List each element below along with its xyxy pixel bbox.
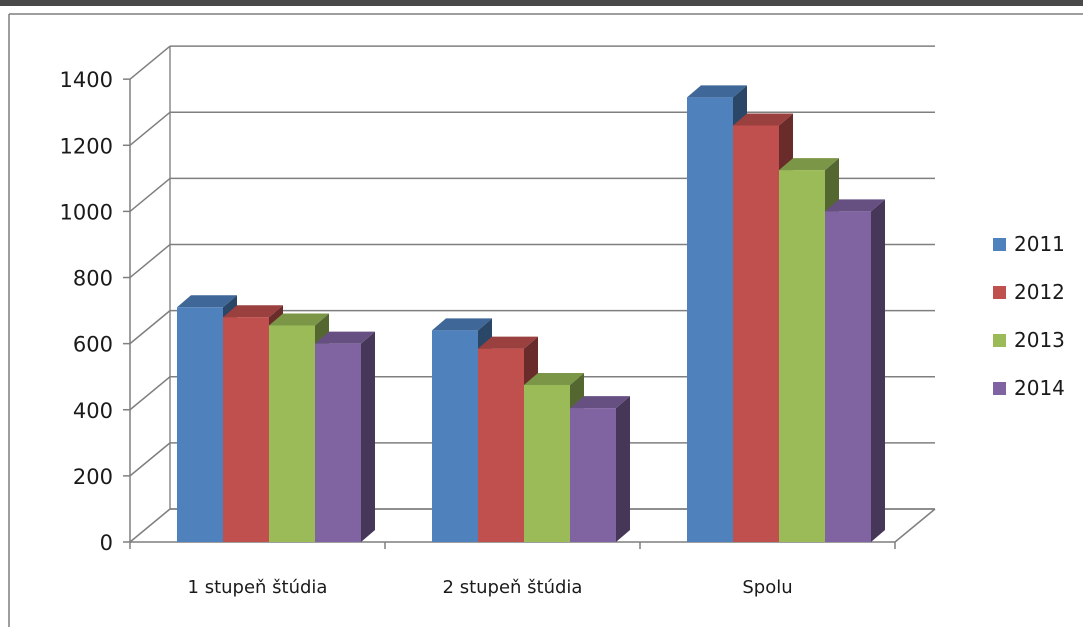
bar-top: [432, 318, 492, 331]
y-tick-label: 400: [73, 399, 113, 423]
legend-swatch: [993, 334, 1006, 347]
bar-side: [616, 396, 630, 542]
y-tick-label: 1400: [60, 68, 113, 92]
bar-top: [478, 336, 538, 349]
y-tick-labels: 0 200 400 600 800 1000 1200 1400: [60, 68, 113, 555]
x-tick-label: 2 stupeň štúdia: [443, 577, 583, 598]
bar-front: [177, 307, 223, 542]
gridline-side: [129, 177, 171, 212]
legend-label: 2013: [1014, 328, 1065, 352]
legend: 2011 2012 2013 2014: [993, 232, 1065, 400]
bar-front: [570, 408, 616, 542]
gridline-side: [129, 243, 171, 279]
bar-front: [779, 170, 825, 542]
bar-top: [779, 158, 839, 171]
y-tick-label: 200: [73, 465, 113, 489]
bar-top: [269, 313, 329, 326]
bar-top: [223, 305, 283, 318]
gridline-side: [129, 45, 171, 80]
legend-swatch: [993, 286, 1006, 299]
y-tick-label: 600: [73, 333, 113, 357]
floor-right-edge: [894, 508, 936, 543]
gridline-side: [129, 442, 171, 477]
bar-top: [570, 396, 630, 409]
bar-front: [223, 317, 269, 542]
bar-front: [432, 330, 478, 542]
bar-side: [871, 199, 885, 542]
gridline-side: [129, 310, 171, 345]
legend-swatch: [993, 382, 1006, 395]
x-tick-label: 1 stupeň štúdia: [188, 577, 328, 598]
y-tick-label: 1200: [60, 134, 113, 158]
gridline-side: [129, 111, 171, 146]
gridline-side: [129, 376, 171, 411]
bar-front: [733, 125, 779, 542]
y-tick-label: 1000: [60, 200, 113, 224]
bar: [315, 331, 375, 542]
x-tick-labels: 1 stupeň štúdia 2 stupeň štúdia Spolu: [188, 577, 793, 598]
bar-top: [315, 331, 375, 344]
legend-label: 2011: [1014, 232, 1065, 256]
bar-top: [524, 372, 584, 385]
legend-swatch: [993, 238, 1006, 251]
bar-top: [733, 113, 793, 126]
bar-front: [315, 343, 361, 542]
x-tick-label: Spolu: [742, 577, 792, 598]
y-tick-label: 0: [100, 531, 113, 555]
bar-front: [687, 97, 733, 542]
bars: [177, 85, 885, 542]
top-clip-strip: [0, 0, 1083, 6]
bar-top: [825, 199, 885, 212]
legend-label: 2014: [1014, 376, 1065, 400]
bar-front: [478, 348, 524, 542]
legend-label: 2012: [1014, 280, 1065, 304]
bar-front: [524, 384, 570, 542]
bar: [570, 396, 630, 542]
bar-top: [687, 85, 747, 98]
bar-front: [269, 325, 315, 542]
bar: [825, 199, 885, 542]
bar-front: [825, 211, 871, 542]
bar-top: [177, 295, 237, 308]
gridline-side: [129, 508, 171, 543]
bar-side: [361, 331, 375, 542]
y-tick-label: 800: [73, 267, 113, 291]
